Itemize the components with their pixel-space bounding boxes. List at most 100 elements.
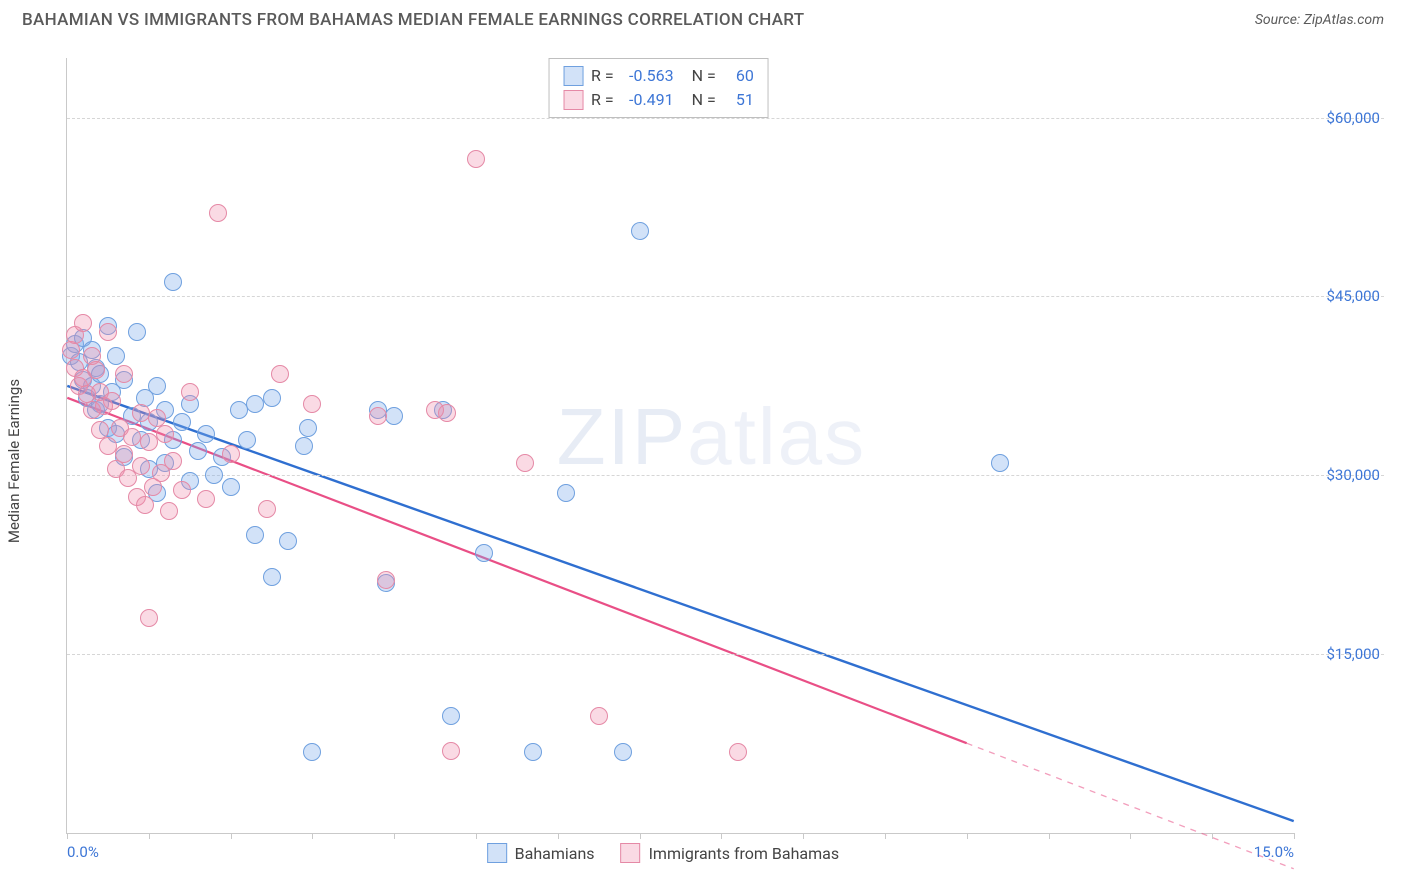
scatter-point xyxy=(524,743,542,761)
source-prefix: Source: xyxy=(1255,12,1304,28)
scatter-point xyxy=(369,407,387,425)
scatter-point xyxy=(173,481,191,499)
x-tick xyxy=(885,833,886,839)
scatter-point xyxy=(614,743,632,761)
y-tick-label: $30,000 xyxy=(1326,466,1380,484)
gridline-h xyxy=(67,475,1384,476)
source-attribution: Source: ZipAtlas.com xyxy=(1255,12,1384,28)
x-tick xyxy=(67,833,68,839)
scatter-point xyxy=(140,609,158,627)
x-tick xyxy=(312,833,313,839)
scatter-point xyxy=(103,392,121,410)
scatter-point xyxy=(132,404,150,422)
series-legend: Bahamians Immigrants from Bahamas xyxy=(487,843,839,863)
scatter-point xyxy=(99,437,117,455)
scatter-point xyxy=(271,365,289,383)
x-tick xyxy=(1212,833,1213,839)
scatter-point xyxy=(197,425,215,443)
scatter-point xyxy=(426,401,444,419)
gridline-h xyxy=(67,296,1384,297)
x-tick xyxy=(476,833,477,839)
scatter-point xyxy=(156,425,174,443)
scatter-point xyxy=(590,707,608,725)
chart-container: Median Female Earnings ZIPatlas R = -0.5… xyxy=(22,40,1384,882)
x-tick-label: 0.0% xyxy=(67,843,99,861)
watermark: ZIPatlas xyxy=(557,390,866,482)
scatter-point xyxy=(62,341,80,359)
scatter-point xyxy=(303,743,321,761)
r-value-immigrants: -0.491 xyxy=(622,88,674,112)
correlation-row-immigrants: R = -0.491 N = 51 xyxy=(563,88,754,112)
scatter-point xyxy=(148,377,166,395)
scatter-point xyxy=(189,442,207,460)
n-value-immigrants: 51 xyxy=(724,88,754,112)
scatter-point xyxy=(74,314,92,332)
x-tick xyxy=(640,833,641,839)
scatter-point xyxy=(385,407,403,425)
n-label: N = xyxy=(692,88,716,112)
x-tick xyxy=(231,833,232,839)
scatter-point xyxy=(181,383,199,401)
swatch-bahamians xyxy=(563,66,583,86)
gridline-h xyxy=(67,654,1384,655)
scatter-point xyxy=(115,365,133,383)
legend-label-bahamians: Bahamians xyxy=(515,844,595,863)
legend-item-bahamians: Bahamians xyxy=(487,843,595,863)
scatter-point xyxy=(263,568,281,586)
r-label: R = xyxy=(591,64,614,88)
x-tick xyxy=(394,833,395,839)
legend-item-immigrants: Immigrants from Bahamas xyxy=(621,843,840,863)
scatter-point xyxy=(115,445,133,463)
scatter-point xyxy=(164,452,182,470)
scatter-point xyxy=(516,454,534,472)
scatter-point xyxy=(991,454,1009,472)
x-tick xyxy=(149,833,150,839)
scatter-point xyxy=(99,323,117,341)
scatter-point xyxy=(729,743,747,761)
y-tick-label: $45,000 xyxy=(1326,287,1380,305)
y-tick-label: $60,000 xyxy=(1326,109,1380,127)
scatter-point xyxy=(442,742,460,760)
scatter-point xyxy=(123,428,141,446)
x-tick xyxy=(1294,833,1295,839)
plot-area: ZIPatlas R = -0.563 N = 60 R = -0.491 N … xyxy=(66,58,1294,834)
correlation-row-bahamians: R = -0.563 N = 60 xyxy=(563,64,754,88)
scatter-point xyxy=(246,395,264,413)
scatter-point xyxy=(173,413,191,431)
scatter-point xyxy=(209,204,227,222)
x-tick xyxy=(1130,833,1131,839)
r-label: R = xyxy=(591,88,614,112)
scatter-point xyxy=(107,347,125,365)
swatch-immigrants xyxy=(563,90,583,110)
scatter-point xyxy=(467,150,485,168)
swatch-immigrants xyxy=(621,843,641,863)
scatter-point xyxy=(87,361,105,379)
scatter-point xyxy=(132,457,150,475)
x-tick xyxy=(558,833,559,839)
gridline-h xyxy=(67,118,1384,119)
watermark-bold: ZIP xyxy=(557,391,687,480)
scatter-point xyxy=(128,323,146,341)
scatter-point xyxy=(263,389,281,407)
scatter-point xyxy=(160,502,178,520)
scatter-point xyxy=(246,526,264,544)
n-label: N = xyxy=(692,64,716,88)
y-tick-label: $15,000 xyxy=(1326,645,1380,663)
r-value-bahamians: -0.563 xyxy=(622,64,674,88)
scatter-point xyxy=(136,496,154,514)
scatter-point xyxy=(222,445,240,463)
watermark-thin: atlas xyxy=(687,391,866,480)
x-tick-label: 15.0% xyxy=(1254,843,1294,861)
scatter-point xyxy=(557,484,575,502)
scatter-point xyxy=(442,707,460,725)
scatter-point xyxy=(140,433,158,451)
chart-header: BAHAMIAN VS IMMIGRANTS FROM BAHAMAS MEDI… xyxy=(0,0,1406,34)
n-value-bahamians: 60 xyxy=(724,64,754,88)
scatter-point xyxy=(258,500,276,518)
scatter-point xyxy=(164,273,182,291)
scatter-point xyxy=(222,478,240,496)
scatter-point xyxy=(303,395,321,413)
x-tick xyxy=(721,833,722,839)
scatter-point xyxy=(475,544,493,562)
scatter-point xyxy=(299,419,317,437)
